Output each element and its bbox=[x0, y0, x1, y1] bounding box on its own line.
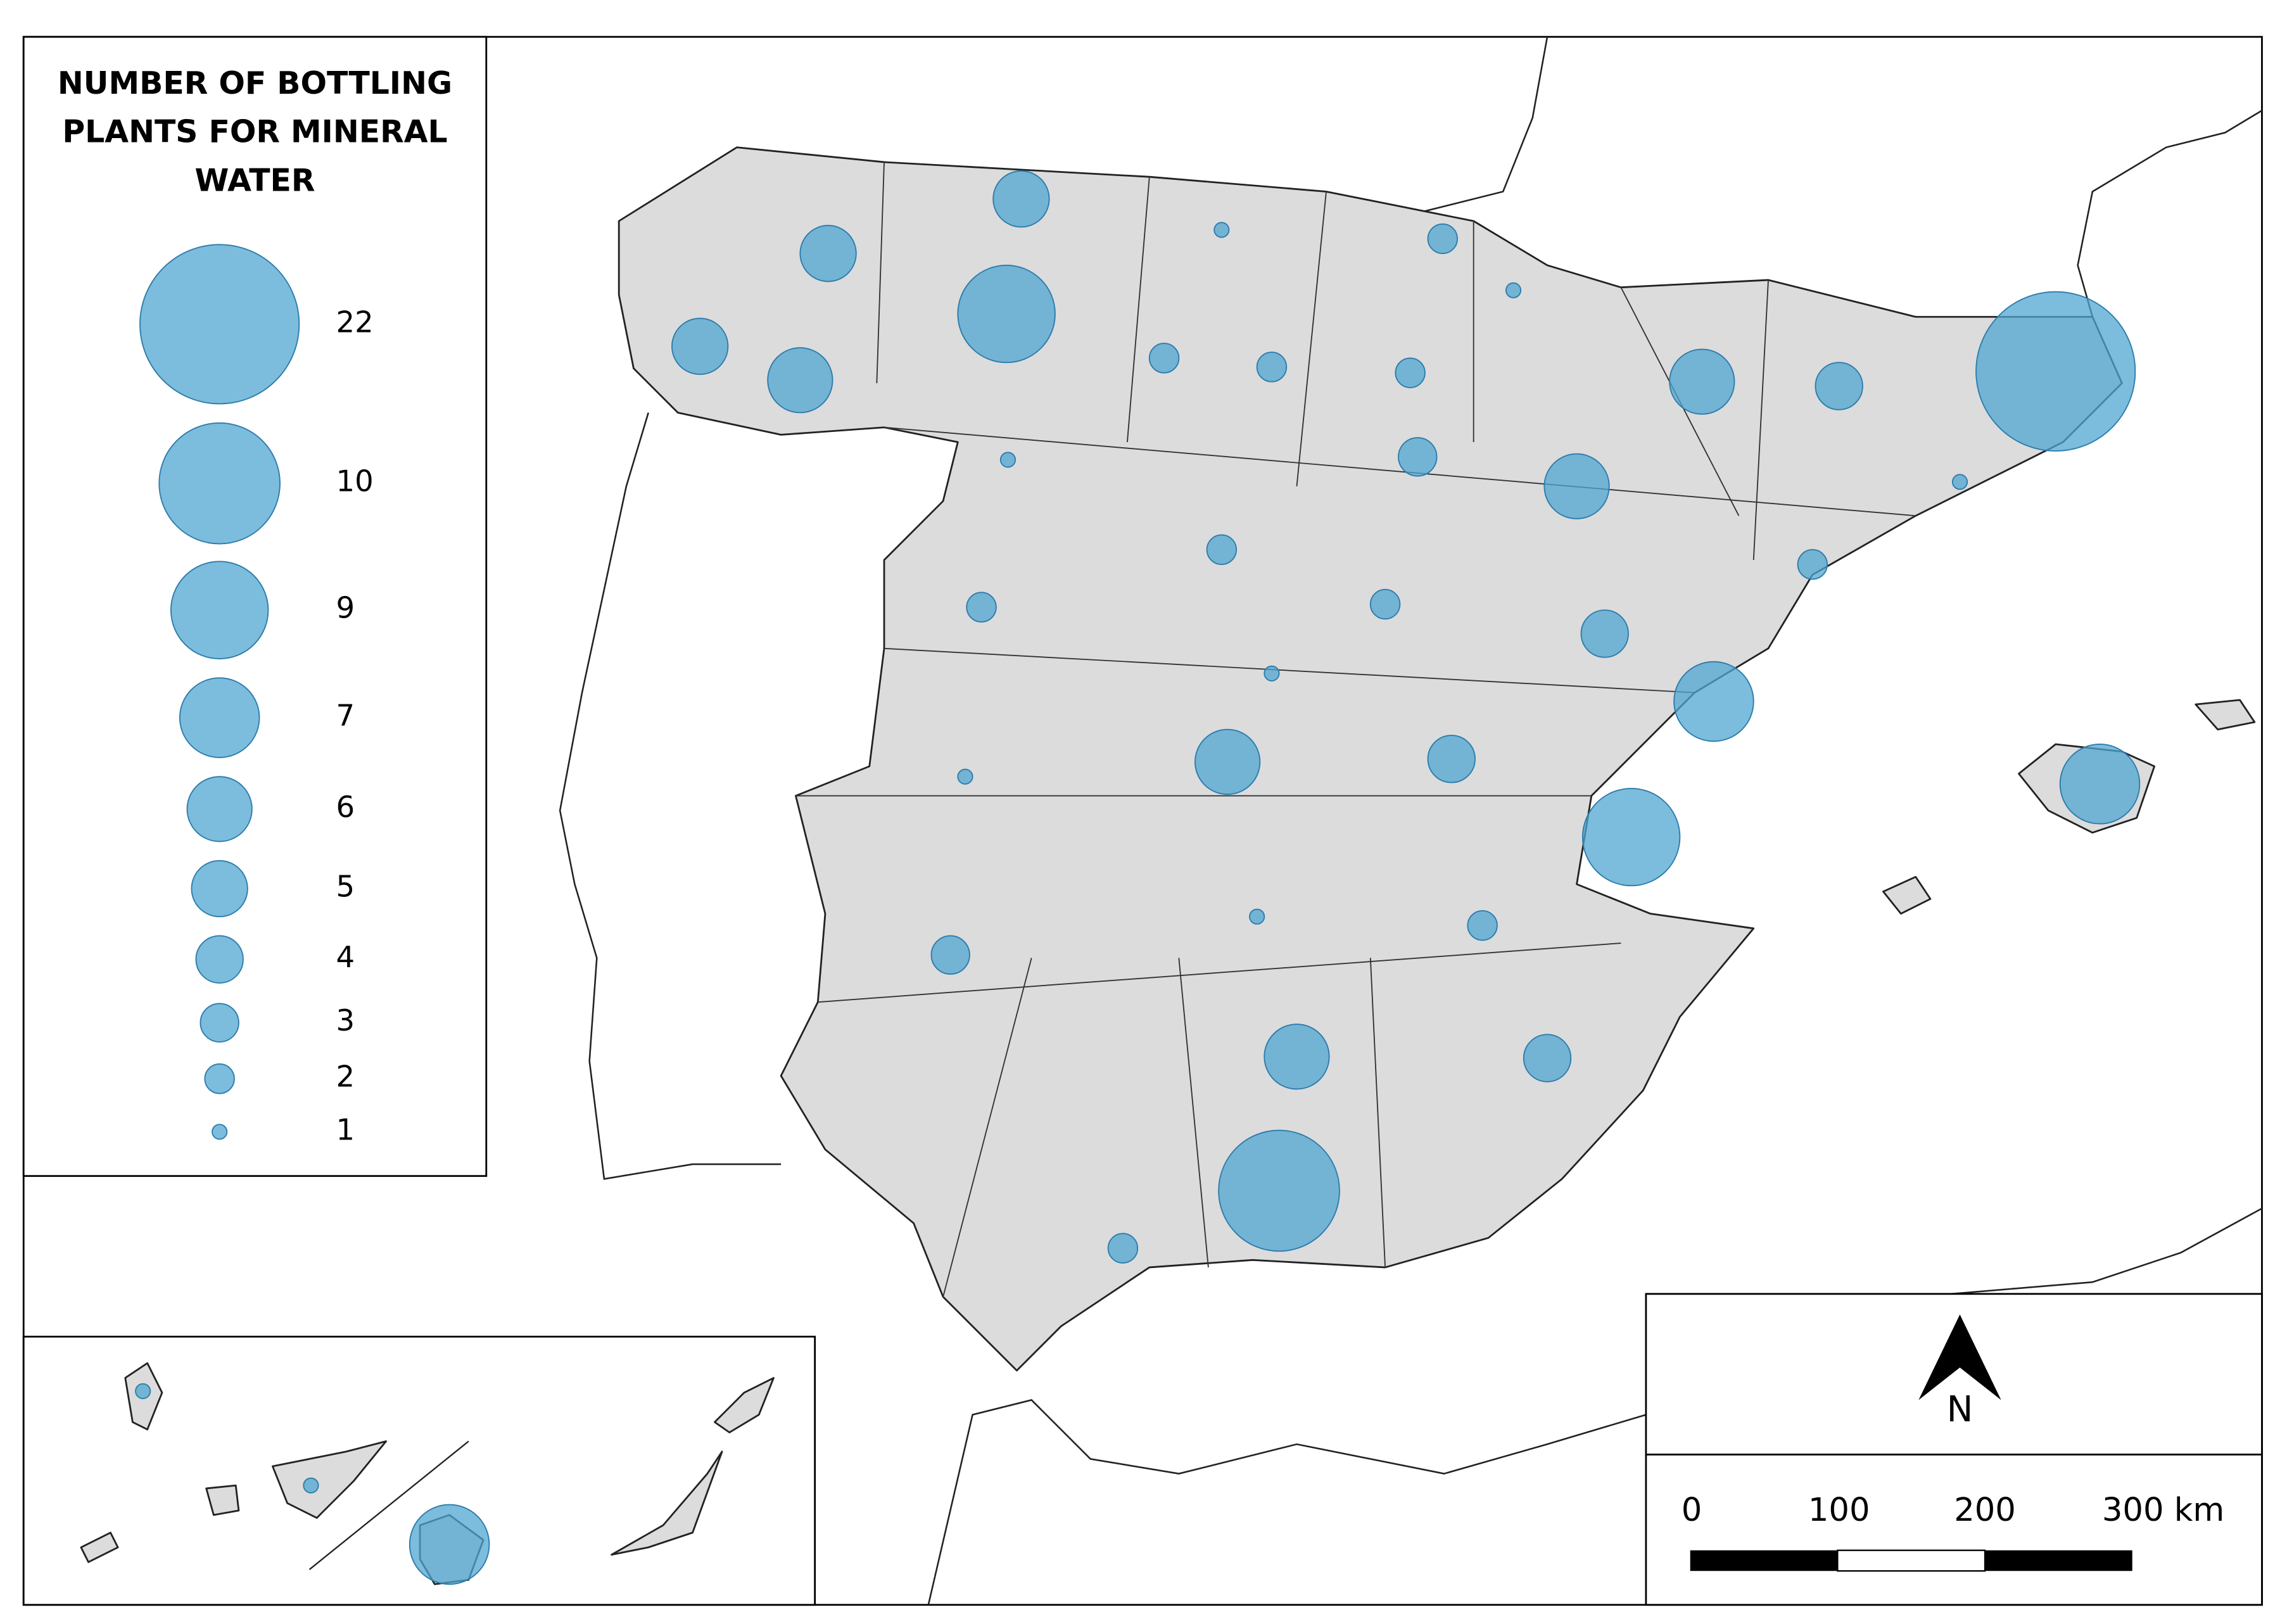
bubble bbox=[957, 768, 973, 785]
bubble bbox=[1815, 362, 1863, 410]
legend-label: 7 bbox=[336, 699, 355, 733]
bubble bbox=[1148, 343, 1180, 374]
legend-symbol bbox=[200, 1003, 239, 1043]
bubble bbox=[2059, 744, 2141, 825]
bubble bbox=[1206, 534, 1238, 566]
island bbox=[80, 1532, 119, 1563]
bubble bbox=[1951, 474, 1968, 490]
legend-label: 10 bbox=[336, 464, 373, 498]
bubble bbox=[135, 1383, 151, 1399]
spain bbox=[618, 146, 2123, 1372]
bubble bbox=[1194, 728, 1261, 796]
scale-label: 0 bbox=[1682, 1491, 1702, 1529]
bubble bbox=[999, 452, 1017, 468]
legend-symbol bbox=[179, 677, 260, 758]
legend-label: 2 bbox=[336, 1060, 355, 1094]
legend-label: 3 bbox=[336, 1003, 355, 1037]
bubble bbox=[1543, 453, 1610, 519]
bubble bbox=[1256, 352, 1288, 383]
legend-title: PLANTS FOR MINERAL bbox=[62, 114, 447, 150]
island bbox=[714, 1377, 775, 1433]
legend-label: 1 bbox=[336, 1112, 355, 1146]
bubble bbox=[1427, 223, 1459, 255]
legend-symbol bbox=[158, 422, 281, 545]
legend-symbol bbox=[204, 1063, 235, 1094]
coastline bbox=[1414, 36, 2263, 317]
bubble bbox=[1218, 1129, 1340, 1252]
legend-symbol bbox=[191, 860, 248, 918]
legend-label: 22 bbox=[336, 305, 373, 339]
legend-label: 6 bbox=[336, 790, 355, 824]
legend-symbol bbox=[212, 1124, 228, 1140]
bubble bbox=[1523, 1034, 1572, 1082]
bubble bbox=[1107, 1233, 1139, 1264]
bubble bbox=[966, 592, 997, 623]
legend-symbol bbox=[195, 935, 244, 984]
bubble bbox=[1505, 282, 1522, 298]
bubble bbox=[799, 225, 857, 282]
bubble bbox=[767, 347, 833, 414]
menorca bbox=[2195, 699, 2256, 731]
legend-symbol bbox=[170, 561, 269, 659]
bubble bbox=[1398, 437, 1438, 477]
bubble bbox=[1264, 665, 1280, 682]
scale-segment bbox=[1837, 1549, 1986, 1572]
bubble bbox=[1467, 910, 1498, 941]
bubble bbox=[1427, 735, 1476, 783]
north-arrow bbox=[1918, 1314, 2001, 1400]
island bbox=[611, 1450, 723, 1556]
bubble bbox=[957, 264, 1056, 364]
scale-label: 100 bbox=[1808, 1491, 1870, 1529]
island bbox=[205, 1484, 240, 1516]
scale-segment bbox=[1690, 1550, 1838, 1571]
legend-title: NUMBER OF BOTTLING bbox=[58, 65, 452, 101]
ibiza bbox=[1882, 875, 1932, 915]
inset-divider bbox=[308, 1440, 469, 1570]
coastline bbox=[559, 412, 782, 1180]
bubble bbox=[1264, 1024, 1330, 1090]
bubble bbox=[1581, 787, 1681, 887]
legend-title: WATER bbox=[194, 163, 315, 199]
legend-symbol bbox=[186, 776, 253, 842]
bubble bbox=[1580, 609, 1629, 658]
north-label: N bbox=[1947, 1389, 1973, 1430]
bubble bbox=[1369, 588, 1401, 620]
scale-label: 300 km bbox=[2102, 1491, 2224, 1529]
bubble bbox=[1975, 291, 2136, 452]
bubble bbox=[303, 1477, 319, 1494]
scale-label: 200 bbox=[1954, 1491, 2016, 1529]
bubble bbox=[1395, 357, 1426, 388]
legend-label: 9 bbox=[336, 591, 355, 625]
bubble bbox=[1797, 549, 1828, 580]
bubble bbox=[1249, 908, 1265, 925]
legend-label: 5 bbox=[336, 869, 355, 903]
legend-symbol bbox=[139, 244, 300, 405]
scale-segment bbox=[1985, 1550, 2132, 1571]
bubble bbox=[992, 170, 1050, 228]
bubble bbox=[1213, 222, 1230, 238]
bubble bbox=[930, 935, 970, 975]
island bbox=[272, 1440, 387, 1519]
bubble bbox=[1669, 348, 1735, 415]
bubble bbox=[1673, 661, 1754, 742]
bubble bbox=[409, 1504, 490, 1585]
bubble bbox=[671, 317, 729, 375]
legend-label: 4 bbox=[336, 940, 355, 974]
